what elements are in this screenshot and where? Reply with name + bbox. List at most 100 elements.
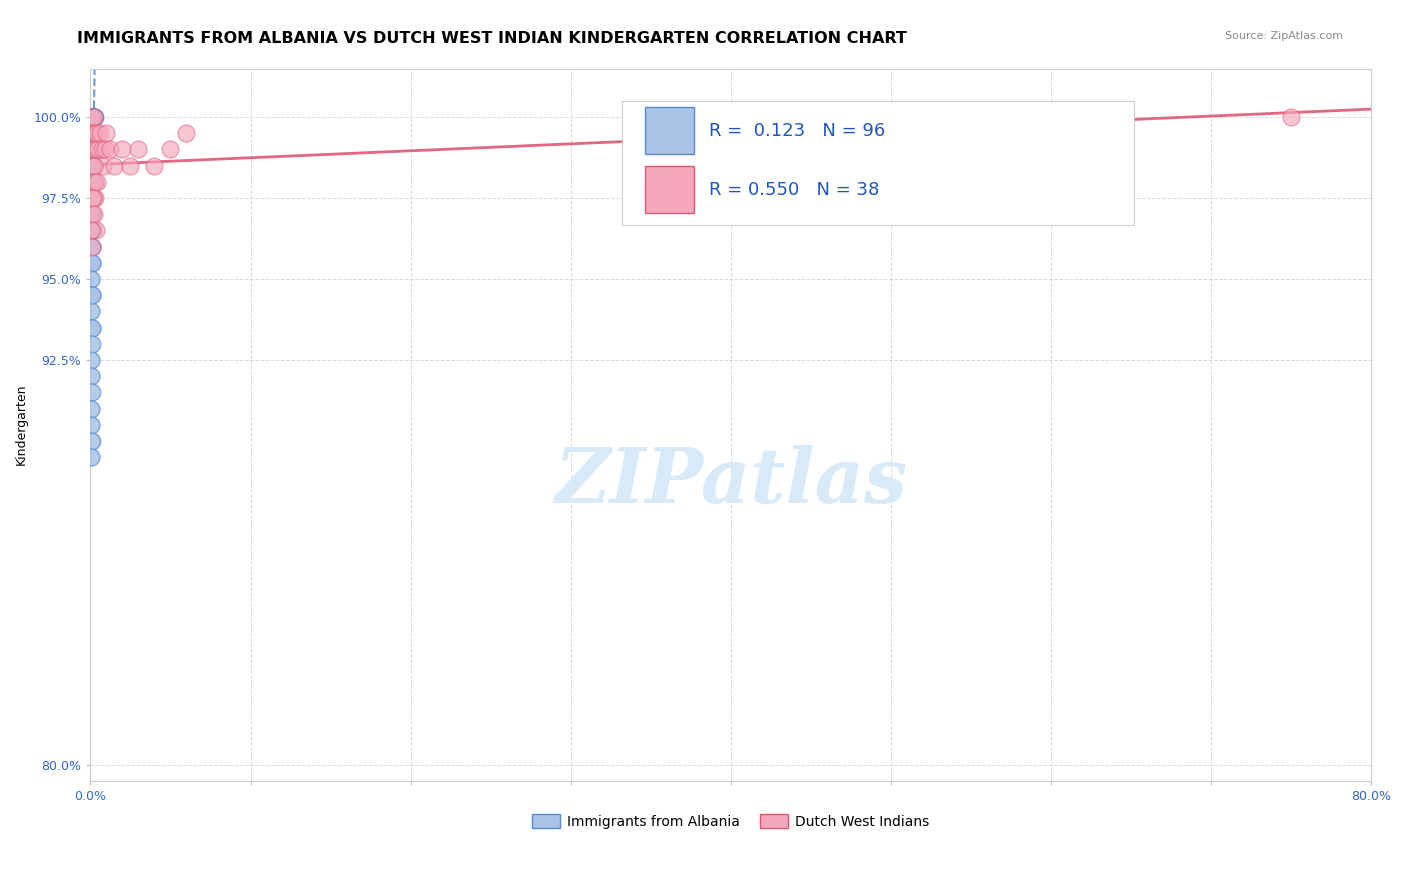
Point [80,288,103,302]
Point [80,110,103,124]
Point [80,239,103,253]
Point [83,175,105,189]
Point [83,110,105,124]
Point [80,288,103,302]
Point [82,256,104,270]
Point [80,256,103,270]
Point [83,110,105,124]
Point [82,126,104,140]
Point [80,143,103,157]
Point [80,126,103,140]
Point [82,191,104,205]
Point [82,143,104,157]
Point [83,207,105,221]
Point [82,126,104,140]
Legend: Immigrants from Albania, Dutch West Indians: Immigrants from Albania, Dutch West Indi… [526,809,935,835]
Point [82,110,104,124]
Point [80,126,103,140]
Point [80,450,103,464]
Point [82,126,104,140]
Point [82,126,104,140]
Point [82,143,104,157]
Point [82,175,104,189]
Point [80,272,103,286]
Point [80,369,103,384]
Point [82,239,104,253]
Text: ZIPatlas: ZIPatlas [554,445,907,519]
Point [80,143,103,157]
Point [80,288,103,302]
Point [80,353,103,368]
Point [80,369,103,384]
Point [80,417,103,432]
Point [80,159,103,173]
Point [80,450,103,464]
Point [83,110,105,124]
Point [80,143,103,157]
Point [80,126,103,140]
FancyBboxPatch shape [621,101,1135,226]
Point [80,256,103,270]
Point [80,175,103,189]
Point [80,401,103,416]
Point [82,110,104,124]
Point [80,320,103,334]
Point [83,175,105,189]
Point [91,159,114,173]
Point [80,191,103,205]
Point [83,126,105,140]
Point [82,143,104,157]
Point [82,175,104,189]
Point [103,159,125,173]
Point [80,223,103,237]
Point [80,288,103,302]
Point [82,110,104,124]
Point [82,207,104,221]
Point [111,143,134,157]
Point [80,223,103,237]
Text: R =  0.123   N = 96: R = 0.123 N = 96 [709,121,886,139]
Point [80,207,103,221]
Point [80,223,103,237]
Point [83,159,105,173]
Point [82,143,104,157]
Point [80,417,103,432]
Point [80,434,103,448]
Point [84,143,107,157]
Point [80,288,103,302]
Point [84,126,107,140]
Point [80,256,103,270]
Point [80,159,103,173]
Point [83,126,105,140]
Point [84,223,107,237]
FancyBboxPatch shape [645,107,693,153]
Point [82,175,104,189]
Point [80,385,103,400]
Point [1279,110,1302,124]
Point [80,239,103,253]
Point [80,207,103,221]
Point [80,159,103,173]
Point [82,191,104,205]
Point [80,434,103,448]
Point [98,143,121,157]
Point [82,110,104,124]
Point [86,126,108,140]
Point [80,256,103,270]
Point [82,159,104,173]
Point [82,110,104,124]
Point [159,143,181,157]
Point [82,191,104,205]
Point [94,143,117,157]
Point [82,143,104,157]
Point [82,223,104,237]
Point [86,175,108,189]
Text: IMMIGRANTS FROM ALBANIA VS DUTCH WEST INDIAN KINDERGARTEN CORRELATION CHART: IMMIGRANTS FROM ALBANIA VS DUTCH WEST IN… [77,31,907,46]
Point [82,110,104,124]
Point [82,159,104,173]
Point [83,175,105,189]
Point [120,159,142,173]
Point [80,239,103,253]
Point [80,304,103,318]
Point [82,191,104,205]
